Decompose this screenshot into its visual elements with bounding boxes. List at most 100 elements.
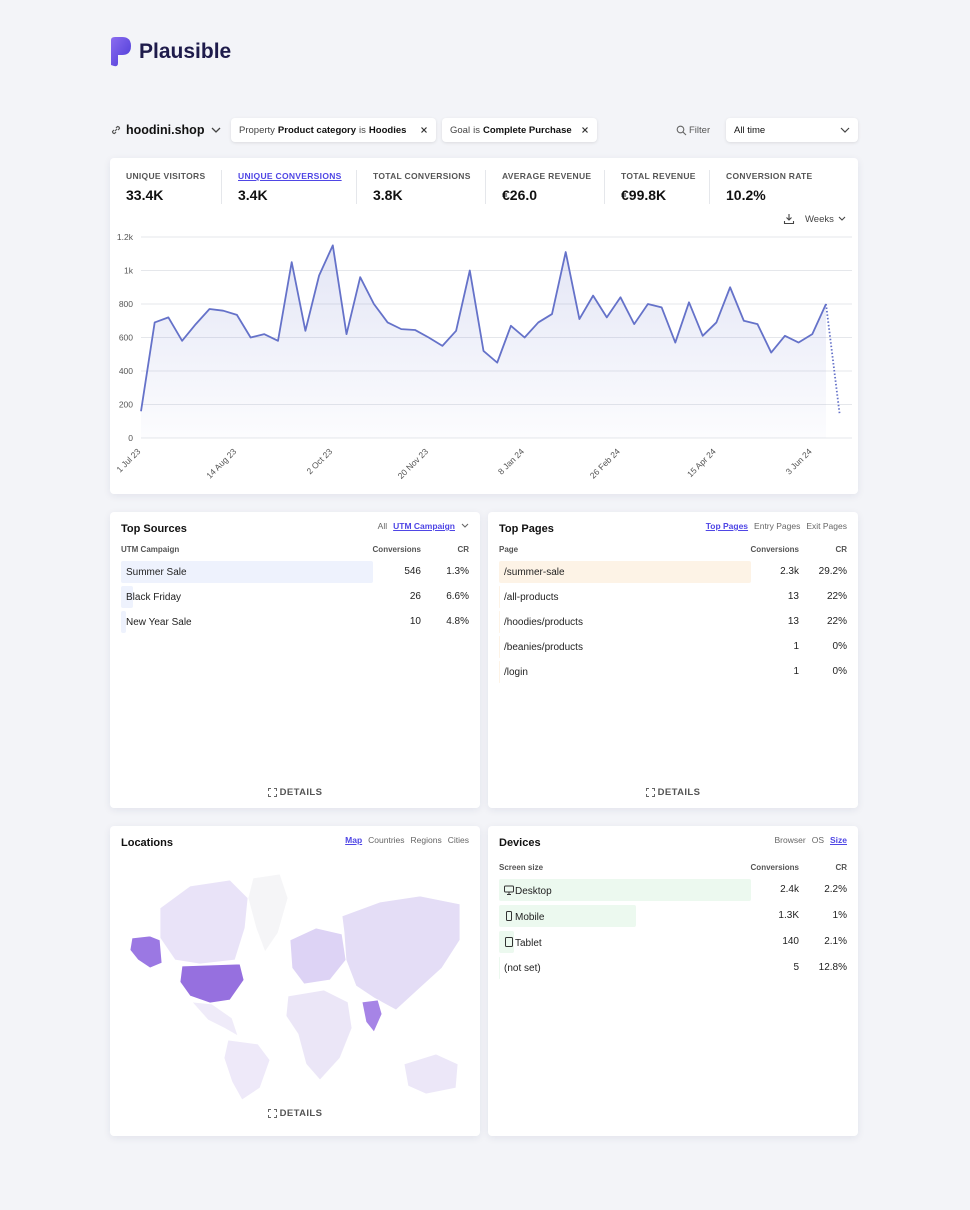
row-name[interactable]: Black Friday xyxy=(126,592,181,603)
tab[interactable]: OS xyxy=(811,835,824,845)
map-region[interactable] xyxy=(179,963,245,1004)
remove-icon[interactable] xyxy=(581,126,589,134)
row-bar xyxy=(499,611,501,633)
graphic xyxy=(582,127,588,133)
tab[interactable]: Map xyxy=(345,835,363,845)
row-cr: 6.6% xyxy=(446,591,469,602)
map-region[interactable] xyxy=(361,999,383,1033)
world-map[interactable] xyxy=(120,868,470,1103)
tab[interactable]: Top Pages xyxy=(705,521,749,531)
row-conversions: 2.4k xyxy=(780,884,799,895)
row-name-text: Mobile xyxy=(515,912,545,923)
tab[interactable]: Regions xyxy=(410,835,442,845)
site-name[interactable]: hoodini.shop xyxy=(126,123,205,137)
filter-key: Goal xyxy=(450,124,471,136)
logo-text[interactable]: Plausible xyxy=(139,40,232,63)
row-name[interactable]: Summer Sale xyxy=(126,567,187,578)
row-bar xyxy=(121,586,133,608)
graphic xyxy=(506,911,512,921)
map-region[interactable] xyxy=(191,1001,239,1037)
graphic xyxy=(111,37,131,67)
interval-select[interactable]: Weeks xyxy=(805,214,834,225)
filter-button[interactable]: Filter xyxy=(689,125,711,136)
filter-chip[interactable]: Goal is Complete Purchase xyxy=(442,118,597,142)
y-tick-label: 0 xyxy=(128,433,133,443)
separator xyxy=(356,170,357,204)
map-region[interactable] xyxy=(403,1053,459,1095)
metric[interactable]: UNIQUE CONVERSIONS 3.4K xyxy=(238,171,342,203)
x-tick-label: 26 Feb 24 xyxy=(588,446,622,480)
column-header: Conversions xyxy=(372,545,421,554)
row-name[interactable]: Tablet xyxy=(504,937,542,949)
expand-icon xyxy=(267,788,277,797)
row-cr: 0% xyxy=(832,666,847,677)
tab[interactable]: Exit Pages xyxy=(806,521,847,531)
graphic xyxy=(505,937,513,947)
details-button[interactable]: DETAILS xyxy=(110,1108,480,1119)
map-region[interactable] xyxy=(247,873,289,953)
details-label: DETAILS xyxy=(279,787,323,798)
chevron xyxy=(461,523,469,528)
details-button[interactable]: DETAILS xyxy=(110,787,480,798)
row-cr: 4.8% xyxy=(446,616,469,627)
row-name[interactable]: (not set) xyxy=(504,963,541,974)
row-name-text: /beanies/products xyxy=(504,642,583,653)
period-select[interactable]: All time xyxy=(726,118,858,142)
row-cr: 29.2% xyxy=(818,566,847,577)
metric[interactable]: UNIQUE VISITORS 33.4K xyxy=(126,171,205,203)
graphic xyxy=(504,885,514,893)
row-name[interactable]: /all-products xyxy=(504,592,558,603)
x-tick-label: 1 Jul 23 xyxy=(114,446,142,474)
metric[interactable]: TOTAL REVENUE €99.8K xyxy=(621,171,696,203)
download-icon[interactable] xyxy=(783,213,795,225)
graphic xyxy=(211,127,221,133)
remove-icon[interactable] xyxy=(420,126,428,134)
map-region[interactable] xyxy=(341,895,461,1011)
row-name[interactable]: /summer-sale xyxy=(504,567,565,578)
row-name[interactable]: Mobile xyxy=(504,911,544,923)
tab[interactable]: UTM Campaign xyxy=(393,521,455,531)
panel-title: Devices xyxy=(499,837,541,849)
row-conversions: 1.3K xyxy=(778,910,799,921)
row-name[interactable]: /login xyxy=(504,667,528,678)
row-name-text: /login xyxy=(504,667,528,678)
row-bar xyxy=(499,879,751,901)
map-region[interactable] xyxy=(289,927,347,985)
details-label: DETAILS xyxy=(657,787,701,798)
metric-value: 3.8K xyxy=(373,187,403,203)
tab[interactable]: Cities xyxy=(447,835,469,845)
chevron xyxy=(211,127,221,133)
map-region[interactable] xyxy=(129,935,163,969)
tab[interactable]: Entry Pages xyxy=(754,521,801,531)
row-name[interactable]: Desktop xyxy=(504,885,552,897)
row-name[interactable]: New Year Sale xyxy=(126,617,192,628)
details-button[interactable]: DETAILS xyxy=(488,787,858,798)
row-cr: 2.1% xyxy=(824,936,847,947)
graphic xyxy=(267,788,277,797)
tab[interactable]: Countries xyxy=(368,835,405,845)
map-region[interactable] xyxy=(285,989,353,1081)
tab[interactable]: Browser xyxy=(774,835,806,845)
row-name-text: (not set) xyxy=(504,963,541,974)
chevron xyxy=(840,127,850,133)
row-conversions: 10 xyxy=(409,616,421,627)
row-name[interactable]: /hoodies/products xyxy=(504,617,583,628)
tab[interactable]: Size xyxy=(829,835,847,845)
metric-value: €26.0 xyxy=(502,187,538,203)
tab[interactable]: All xyxy=(377,521,388,531)
map-region[interactable] xyxy=(223,1039,271,1101)
column-header: Conversions xyxy=(750,545,799,554)
filter-chip[interactable]: Property Product category is Hoodies xyxy=(231,118,436,142)
metric[interactable]: CONVERSION RATE 10.2% xyxy=(726,171,813,203)
row-cr: 1.3% xyxy=(446,566,469,577)
map-region[interactable] xyxy=(159,879,249,965)
graphic xyxy=(111,125,121,135)
y-tick-label: 600 xyxy=(119,333,133,343)
metric[interactable]: TOTAL CONVERSIONS 3.8K xyxy=(373,171,471,203)
y-tick-label: 1k xyxy=(124,266,134,276)
row-bar xyxy=(121,561,373,583)
logo-icon xyxy=(111,37,131,67)
filter-op: is xyxy=(359,124,366,136)
row-name[interactable]: /beanies/products xyxy=(504,642,583,653)
metric[interactable]: AVERAGE REVENUE €26.0 xyxy=(502,171,591,203)
